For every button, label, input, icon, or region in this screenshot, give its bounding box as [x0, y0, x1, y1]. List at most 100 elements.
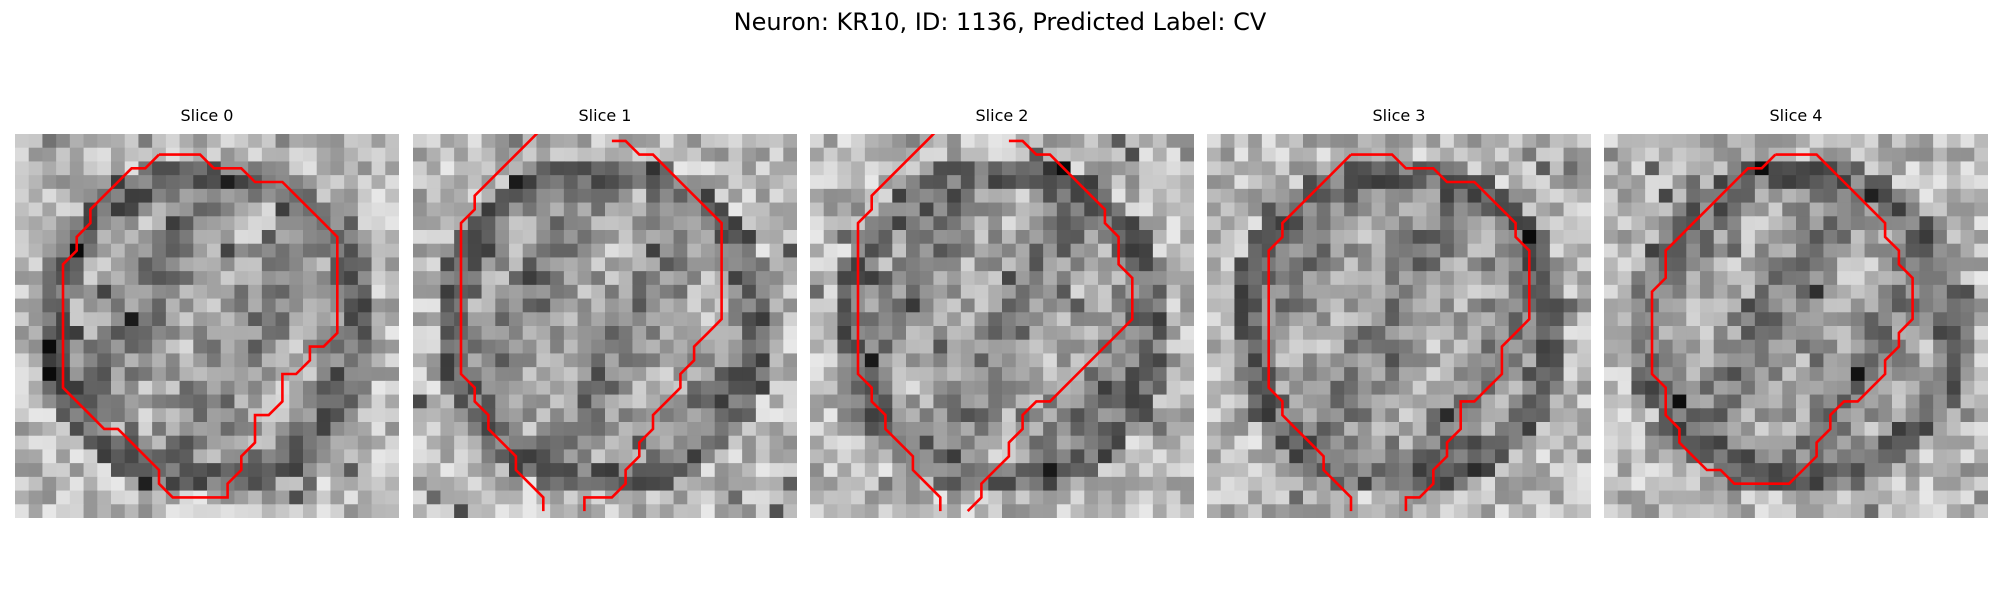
pixel-cell — [1440, 463, 1455, 478]
pixel-cell — [577, 175, 592, 190]
pixel-cell — [261, 353, 277, 368]
pixel-cell — [1275, 435, 1290, 451]
pixel-cell — [1234, 422, 1249, 437]
pixel-cell — [509, 134, 524, 149]
pixel-cell — [42, 353, 57, 368]
pixel-cell — [303, 161, 318, 176]
pixel-cell — [550, 175, 565, 190]
pixel-cell — [1741, 339, 1756, 355]
pixel-cell — [550, 367, 565, 382]
pixel-cell — [385, 326, 399, 341]
pixel-cell — [1440, 188, 1455, 204]
pixel-cell — [234, 353, 249, 368]
pixel-cell — [1440, 380, 1455, 396]
pixel-cell — [385, 312, 399, 327]
pixel-cell — [1658, 367, 1674, 382]
pixel-cell — [646, 312, 661, 327]
pixel-cell — [1385, 298, 1400, 313]
pixel-cell — [1481, 216, 1496, 231]
pixel-cell — [1316, 188, 1332, 204]
pixel-cell — [810, 463, 825, 478]
pixel-cell — [207, 134, 222, 149]
pixel-cell — [837, 380, 852, 396]
pixel-cell — [1029, 134, 1044, 149]
pixel-cell — [56, 422, 71, 437]
pixel-cell — [1248, 408, 1263, 423]
pixel-cell — [481, 230, 496, 245]
pixel-cell — [837, 257, 852, 272]
pixel-cell — [1098, 188, 1113, 204]
pixel-cell — [1563, 435, 1578, 451]
pixel-cell — [1029, 408, 1044, 423]
pixel-cell — [1946, 339, 1962, 355]
pixel-cell — [1837, 188, 1852, 204]
pixel-cell — [111, 476, 126, 492]
pixel-cell — [1098, 243, 1113, 259]
pixel-cell — [316, 147, 332, 163]
pixel-cell — [1631, 353, 1646, 368]
pixel-cell — [742, 435, 757, 451]
pixel-cell — [605, 202, 620, 217]
pixel-cell — [536, 298, 551, 313]
pixel-cell — [28, 367, 44, 382]
pixel-cell — [1850, 339, 1866, 355]
pixel-cell — [1098, 476, 1113, 492]
pixel-cell — [550, 230, 565, 245]
pixel-cell — [1139, 257, 1154, 272]
pixel-cell — [1796, 380, 1811, 396]
pixel-cell — [1905, 161, 1921, 176]
pixel-cell — [1467, 134, 1482, 149]
pixel-cell — [755, 394, 771, 409]
pixel-cell — [1344, 230, 1359, 245]
pixel-cell — [1357, 326, 1373, 341]
pixel-cell — [97, 435, 112, 451]
pixel-cell — [1412, 312, 1428, 327]
pixel-cell — [1946, 353, 1962, 368]
pixel-cell — [1220, 490, 1236, 505]
pixel-cell — [1604, 243, 1619, 259]
pixel-cell — [207, 408, 222, 423]
pixel-cell — [1029, 312, 1044, 327]
pixel-cell — [1043, 422, 1058, 437]
pixel-cell — [1330, 147, 1345, 163]
pixel-cell — [1549, 339, 1565, 355]
pixel-cell — [1111, 216, 1127, 231]
pixel-cell — [1098, 298, 1113, 313]
pixel-cell — [138, 298, 153, 313]
pixel-cell — [28, 408, 44, 423]
pixel-cell — [919, 490, 935, 505]
pixel-cell — [837, 504, 852, 518]
pixel-cell — [1563, 161, 1578, 176]
pixel-cell — [440, 284, 455, 300]
pixel-cell — [1481, 463, 1496, 478]
pixel-cell — [1617, 230, 1633, 245]
pixel-cell — [1604, 380, 1619, 396]
pixel-cell — [618, 408, 634, 423]
pixel-cell — [1207, 312, 1222, 327]
pixel-cell — [316, 449, 332, 464]
pixel-cell — [275, 134, 290, 149]
pixel-cell — [960, 202, 976, 217]
pixel-cell — [878, 202, 893, 217]
pixel-cell — [1275, 202, 1290, 217]
pixel-cell — [1125, 490, 1140, 505]
pixel-cell — [330, 435, 345, 451]
pixel-cell — [1563, 202, 1578, 217]
pixel-cell — [1919, 243, 1934, 259]
pixel-cell — [165, 257, 181, 272]
pixel-cell — [1371, 408, 1386, 423]
pixel-cell — [220, 422, 236, 437]
pixel-cell — [605, 463, 620, 478]
pixel-cell — [1782, 257, 1797, 272]
pixel-cell — [1316, 312, 1332, 327]
pixel-cell — [1577, 380, 1591, 396]
pixel-cell — [1631, 380, 1646, 396]
pixel-cell — [124, 298, 140, 313]
pixel-cell — [1850, 435, 1866, 451]
pixel-cell — [892, 394, 907, 409]
pixel-cell — [646, 161, 661, 176]
pixel-cell — [69, 367, 85, 382]
pixel-cell — [851, 394, 866, 409]
pixel-cell — [467, 298, 483, 313]
pixel-cell — [1741, 271, 1756, 286]
